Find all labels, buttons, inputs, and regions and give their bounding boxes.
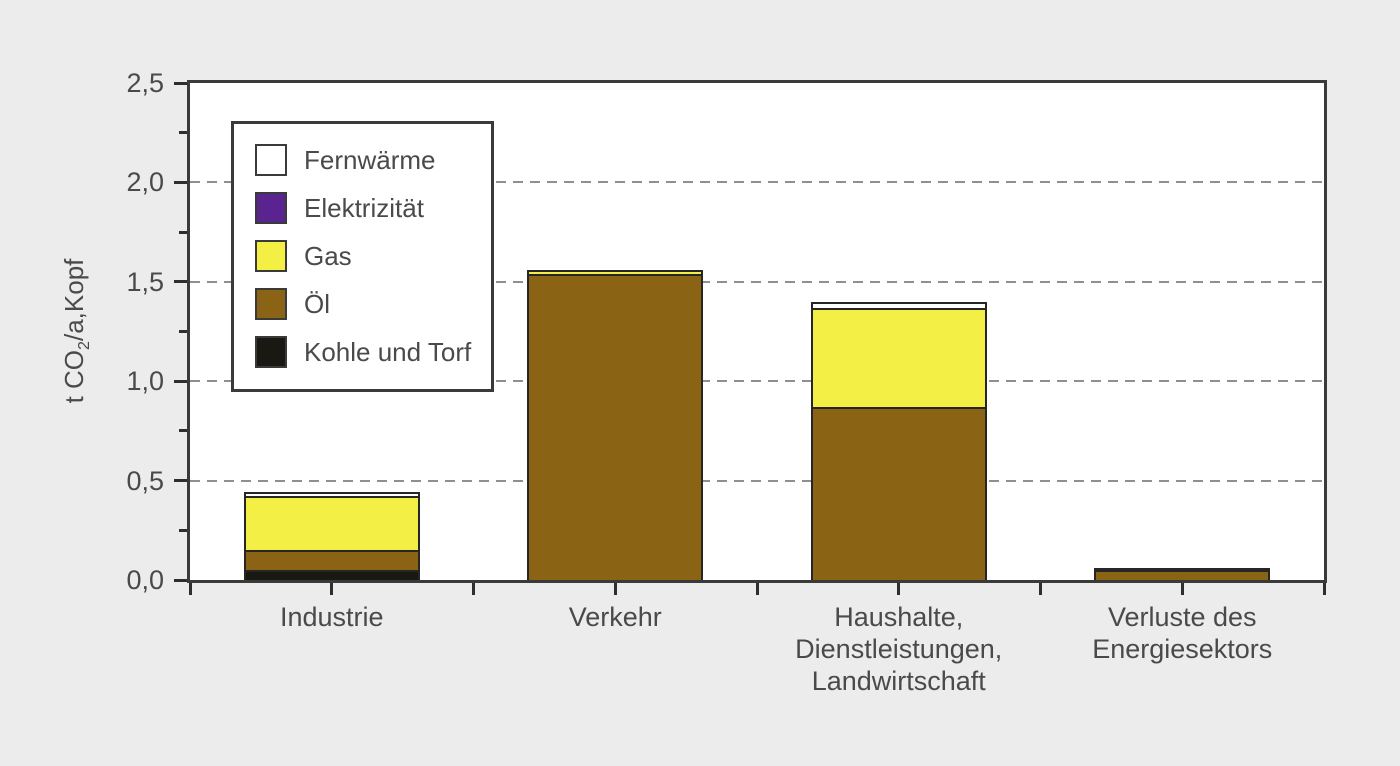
- x-category-label-verkehr: Verkehr: [445, 601, 785, 633]
- y-tick-major: [174, 578, 187, 582]
- x-category-label-industrie: Industrie: [162, 601, 502, 633]
- x-category-label-line: Haushalte,: [834, 602, 964, 632]
- bar-segment-ol: [245, 552, 418, 572]
- legend-swatch-fernwarme: [255, 144, 287, 176]
- plot-area: [187, 80, 1327, 583]
- legend-item-label: Kohle und Torf: [304, 336, 472, 367]
- legend-swatch-gas: [255, 240, 287, 272]
- y-tick-major: [174, 180, 187, 184]
- bar-segment-gas: [1096, 570, 1269, 572]
- bar-segment-fernwarme: [245, 494, 418, 498]
- legend-item: Elektrizität: [255, 190, 491, 226]
- x-category-label-line: Industrie: [279, 602, 384, 632]
- legend-swatch-elektrizitat: [255, 192, 287, 224]
- bar-segment-gas: [245, 498, 418, 552]
- bar-segment-ol: [812, 409, 985, 580]
- legend-item: Fernwärme: [255, 142, 491, 178]
- bar-segment-gas: [529, 272, 702, 276]
- y-tick-minor: [179, 230, 187, 234]
- legend-swatch-kohle-und-torf: [255, 336, 287, 368]
- y-tick-major: [174, 81, 187, 85]
- x-category-label-line: Energiesektors: [1092, 634, 1273, 664]
- y-tick-minor: [179, 528, 187, 532]
- y-axis-title-subscript: 2: [75, 341, 94, 350]
- gridline-0-5: [190, 479, 1324, 482]
- legend-item: Kohle und Torf: [255, 334, 491, 370]
- legend-swatch-ol: [255, 288, 287, 320]
- bar-industrie: [243, 492, 420, 580]
- bar-segment-ol: [529, 276, 702, 580]
- x-tick: [472, 583, 475, 595]
- x-tick: [897, 583, 901, 595]
- x-category-label-line: Dienstleistungen,: [795, 634, 1003, 664]
- bar-segment-fernwarme: [812, 304, 985, 310]
- x-tick: [1039, 583, 1042, 595]
- y-tick-label: 2,0: [126, 167, 164, 198]
- x-tick: [188, 583, 192, 595]
- gridline-2: [190, 181, 1324, 184]
- y-tick-minor: [179, 330, 187, 333]
- legend-item: Gas: [255, 238, 491, 274]
- y-tick-minor: [179, 429, 187, 433]
- x-tick: [330, 583, 334, 595]
- x-category-label-verluste-des: Verluste des Energiesektors: [1012, 601, 1352, 665]
- y-tick-label: 1,5: [126, 266, 164, 297]
- bar-segment-gas: [812, 310, 985, 409]
- y-tick-major: [174, 379, 187, 383]
- legend-item: Öl: [255, 286, 491, 322]
- x-category-label-line: Verkehr: [568, 602, 662, 632]
- y-tick-major: [174, 280, 187, 284]
- bar-segment-kohle-und-torf: [245, 572, 418, 580]
- x-category-label-haushalte: Haushalte, Dienstleistungen, Landwirtschaf…: [729, 601, 1069, 697]
- x-tick: [613, 583, 617, 595]
- legend-box: Fernwärme Elektrizität Gas Öl Kohle und Torf: [231, 121, 494, 392]
- bar-verkehr: [527, 270, 704, 580]
- x-tick: [1180, 583, 1184, 595]
- x-tick: [755, 583, 759, 595]
- gridline-1: [190, 380, 1324, 383]
- y-tick-label: 1,0: [126, 366, 164, 397]
- legend-item-label: Fernwärme: [304, 144, 436, 175]
- y-axis-title: t CO2/a,Kopf: [56, 181, 94, 481]
- y-tick-label: 0,0: [126, 565, 164, 595]
- legend-item-label: Gas: [304, 240, 352, 271]
- y-tick-major: [174, 479, 187, 483]
- legend-item-label: Elektrizität: [304, 192, 424, 223]
- y-tick-label: 2,5: [126, 68, 164, 98]
- bar-segment-ol: [1096, 572, 1269, 580]
- bar-verluste-des-energiesektors: [1094, 568, 1271, 580]
- x-category-label-line: Verluste des: [1107, 602, 1257, 632]
- y-tick-label: 0,5: [126, 465, 164, 496]
- x-tick: [1322, 583, 1326, 595]
- legend-item-label: Öl: [304, 288, 330, 319]
- y-tick-minor: [179, 131, 187, 135]
- bar-haushalte-dienstleistungen-landwirtschaft: [810, 302, 987, 580]
- gridline-1-5: [190, 280, 1324, 283]
- x-category-label-line: Landwirtschaft: [811, 666, 986, 696]
